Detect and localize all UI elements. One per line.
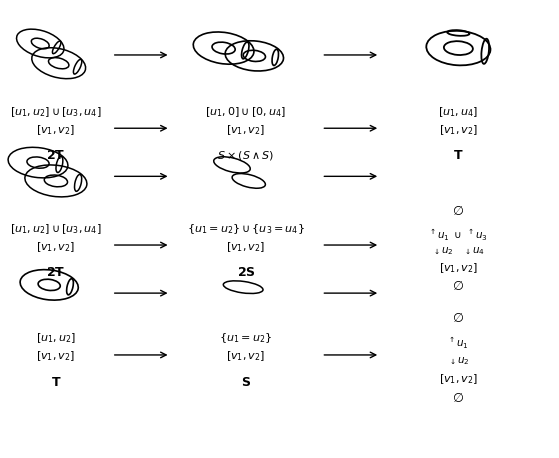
- Text: $\{u_1 = u_2\} \cup \{u_3 = u_4\}$: $\{u_1 = u_2\} \cup \{u_3 = u_4\}$: [187, 222, 305, 236]
- Text: $[v_1, v_2]$: $[v_1, v_2]$: [439, 261, 478, 275]
- Text: $\mathbf{2S}$: $\mathbf{2S}$: [236, 266, 255, 279]
- Text: $[v_1, v_2]$: $[v_1, v_2]$: [439, 124, 478, 137]
- Text: ${}^{\uparrow}u_1$: ${}^{\uparrow}u_1$: [447, 336, 470, 351]
- Text: $\mathbf{2T}$: $\mathbf{2T}$: [46, 266, 65, 279]
- Text: $\mathbf{T}$: $\mathbf{T}$: [453, 149, 463, 162]
- Text: ${}^{\uparrow}u_1 \;\cup\; {}^{\uparrow}u_3$: ${}^{\uparrow}u_1 \;\cup\; {}^{\uparrow}…: [428, 227, 489, 243]
- Text: $S \times (S \wedge S)$: $S \times (S \wedge S)$: [217, 149, 274, 162]
- Text: $[u_1, u_4]$: $[u_1, u_4]$: [438, 105, 479, 119]
- Text: $[u_1, u_2] \cup [u_3, u_4]$: $[u_1, u_2] \cup [u_3, u_4]$: [10, 222, 102, 236]
- Text: $[u_1, u_2]$: $[u_1, u_2]$: [36, 331, 76, 345]
- Text: $[v_1, v_2]$: $[v_1, v_2]$: [439, 372, 478, 386]
- Text: $\mathbf{T}$: $\mathbf{T}$: [51, 376, 61, 389]
- Text: $[v_1, v_2]$: $[v_1, v_2]$: [36, 349, 75, 363]
- Text: $[u_1, 0] \cup [0, u_4]$: $[u_1, 0] \cup [0, u_4]$: [205, 105, 287, 119]
- Text: $\mathbf{2T}$: $\mathbf{2T}$: [46, 149, 65, 162]
- Text: $\varnothing$: $\varnothing$: [452, 311, 465, 325]
- Text: $[v_1, v_2]$: $[v_1, v_2]$: [36, 124, 75, 137]
- Text: $\{u_1 = u_2\}$: $\{u_1 = u_2\}$: [220, 331, 272, 345]
- Text: $\varnothing$: $\varnothing$: [452, 391, 465, 404]
- Text: $[u_1, u_2] \cup [u_3, u_4]$: $[u_1, u_2] \cup [u_3, u_4]$: [10, 105, 102, 119]
- Text: ${}_{\downarrow}u_2$: ${}_{\downarrow}u_2$: [448, 356, 469, 367]
- Text: $[v_1, v_2]$: $[v_1, v_2]$: [226, 240, 266, 254]
- Text: ${}_{\downarrow}u_2 \quad {}_{\downarrow}u_4$: ${}_{\downarrow}u_2 \quad {}_{\downarrow…: [432, 245, 485, 256]
- Text: $[v_1, v_2]$: $[v_1, v_2]$: [226, 349, 266, 363]
- Text: $[v_1, v_2]$: $[v_1, v_2]$: [36, 240, 75, 254]
- Text: $[v_1, v_2]$: $[v_1, v_2]$: [226, 124, 266, 137]
- Text: $\varnothing$: $\varnothing$: [452, 204, 465, 218]
- Text: $\varnothing$: $\varnothing$: [452, 279, 465, 293]
- Text: $\mathbf{S}$: $\mathbf{S}$: [241, 376, 251, 389]
